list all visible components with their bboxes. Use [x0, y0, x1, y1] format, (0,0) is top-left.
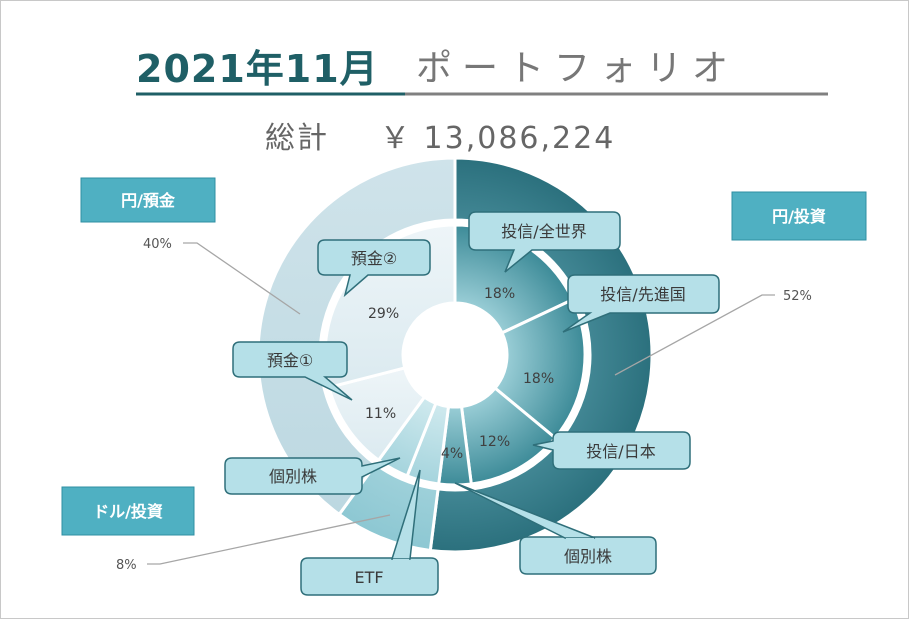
- pct-label-invest-outer: 52%: [783, 289, 812, 304]
- pct-label-yen-stock: 4%: [441, 446, 463, 462]
- category-box-yen-invest: 円/投資: [731, 191, 867, 241]
- callout-yen-stock-label: 個別株: [564, 547, 612, 566]
- pct-label-developed-fund: 18%: [523, 371, 554, 387]
- pct-label-deposit-1: 11%: [365, 406, 396, 422]
- category-box-yen-deposit-label: 円/預金: [121, 191, 176, 210]
- callout-deposit-2-label: 預金②: [351, 249, 397, 268]
- inner-ring-slice-1: [492, 297, 587, 440]
- leader-line-dollar: [147, 514, 391, 565]
- callout-world-fund: 投信/全世界: [468, 211, 621, 273]
- category-box-yen-invest-label: 円/投資: [772, 207, 826, 226]
- callout-etf: ETF: [300, 469, 439, 596]
- total-label: 総計: [265, 121, 329, 156]
- callout-dollar-stock-label: 個別株: [269, 467, 317, 486]
- leader-line-invest: [614, 294, 775, 376]
- leader-line-deposit: [183, 242, 301, 315]
- total-value: ￥ 13,086,224: [380, 121, 615, 156]
- title-sub: ポートフォリオ: [416, 48, 738, 89]
- callout-japan-fund-label: 投信/日本: [586, 442, 655, 461]
- category-box-dollar-invest-label: ドル/投資: [93, 502, 163, 521]
- callout-developed-fund-label: 投信/先進国: [600, 285, 685, 304]
- pct-label-japan-fund: 12%: [479, 434, 510, 450]
- callout-deposit-1: 預金①: [232, 341, 353, 401]
- callout-japan-fund: 投信/日本: [532, 431, 691, 470]
- callout-world-fund-label: 投信/全世界: [501, 222, 586, 241]
- category-box-yen-deposit: 円/預金: [80, 177, 216, 223]
- title-main: 2021年11月: [136, 47, 379, 91]
- callout-deposit-2: 預金②: [317, 239, 431, 298]
- pct-label-deposit-2: 29%: [368, 306, 399, 322]
- pct-label-deposit-outer: 40%: [143, 237, 172, 252]
- callout-deposit-1-label: 預金①: [267, 351, 313, 370]
- callout-dollar-stock: 個別株: [224, 457, 401, 495]
- pct-label-world-fund: 18%: [484, 286, 515, 302]
- pct-label-dollar-outer: 8%: [116, 558, 137, 573]
- callout-etf-label: ETF: [354, 568, 383, 587]
- callout-developed-fund: 投信/先進国: [562, 274, 720, 333]
- callout-yen-stock: 個別株: [454, 482, 657, 575]
- category-box-dollar-invest: ドル/投資: [61, 486, 195, 536]
